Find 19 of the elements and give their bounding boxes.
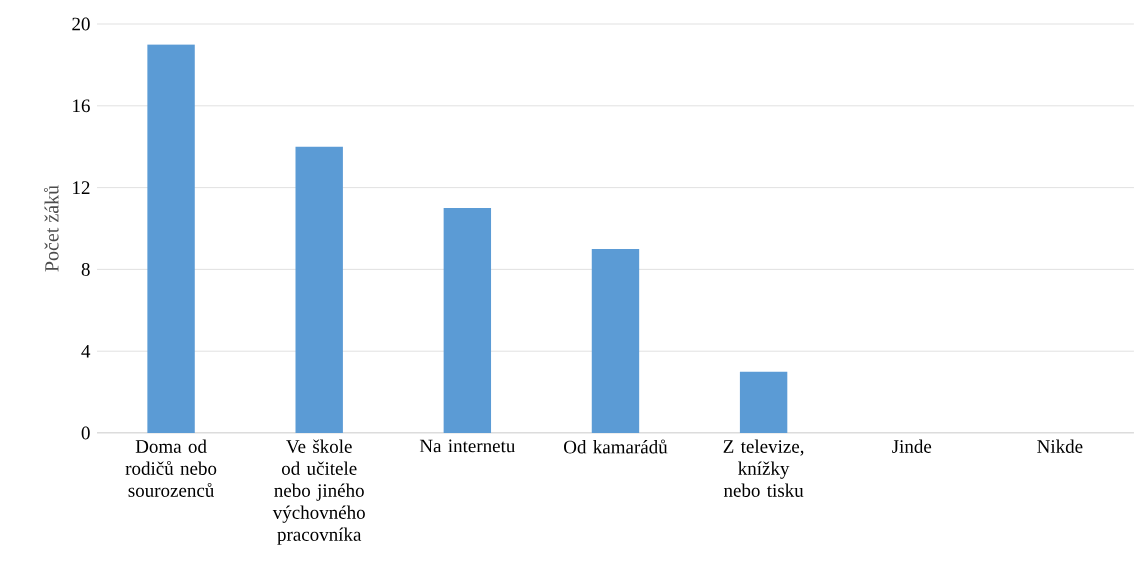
x-tick-label: Doma od rodičů nebo sourozenců: [125, 439, 217, 497]
x-tick-label: Ve škole od učitele nebo jiného výchovného pracovníka: [272, 439, 365, 545]
y-tick-label: 20: [72, 17, 90, 31]
y-tick-label: 16: [73, 99, 90, 113]
y-axis-title: Počet žáků: [43, 185, 59, 272]
bar: [443, 208, 492, 433]
bar: [295, 146, 343, 433]
x-tick-label: Z televize, knížky nebo tisku: [723, 439, 804, 497]
bar: [591, 248, 640, 433]
y-tick-label: 4: [81, 344, 91, 358]
bar: [739, 371, 788, 433]
y-tick-label: 12: [73, 181, 90, 194]
bar: [147, 44, 195, 433]
y-tick-label: 0: [81, 426, 90, 440]
x-tick-label: Od kamarádů: [564, 439, 668, 454]
y-tick-label: 8: [81, 263, 90, 276]
x-tick-label: Na internetu: [419, 439, 516, 453]
x-tick-label: Nikde: [1037, 439, 1083, 453]
x-tick-label: Jinde: [892, 439, 932, 453]
